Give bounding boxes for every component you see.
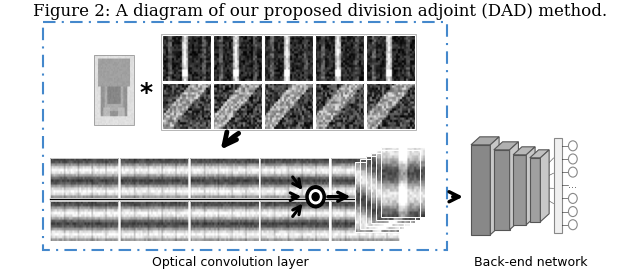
Text: Optical convolution layer: Optical convolution layer xyxy=(152,256,308,269)
Bar xyxy=(161,34,416,130)
Bar xyxy=(330,158,399,198)
Polygon shape xyxy=(513,147,535,155)
Bar xyxy=(120,201,188,241)
Polygon shape xyxy=(490,137,499,235)
Bar xyxy=(530,158,540,222)
Circle shape xyxy=(568,220,577,230)
Polygon shape xyxy=(509,142,518,230)
Text: ...: ... xyxy=(568,180,577,190)
Bar xyxy=(190,158,259,198)
Bar xyxy=(49,158,118,198)
Bar xyxy=(162,35,211,81)
Circle shape xyxy=(310,190,322,204)
Bar xyxy=(365,156,410,226)
Bar xyxy=(315,35,364,81)
Bar xyxy=(330,201,399,241)
Circle shape xyxy=(312,193,319,201)
Bar xyxy=(471,145,490,235)
Text: Figure 2: A diagram of our proposed division adjoint (DAD) method.: Figure 2: A diagram of our proposed divi… xyxy=(33,4,607,21)
Bar xyxy=(376,150,420,220)
Bar xyxy=(264,35,313,81)
Bar xyxy=(213,35,262,81)
Circle shape xyxy=(568,193,577,204)
Polygon shape xyxy=(471,137,499,145)
Bar xyxy=(94,55,134,125)
Bar xyxy=(381,147,426,217)
Polygon shape xyxy=(526,147,535,225)
Text: Back-end network: Back-end network xyxy=(474,256,588,269)
Bar xyxy=(365,83,415,129)
Polygon shape xyxy=(540,150,549,222)
Text: *: * xyxy=(140,81,153,105)
Polygon shape xyxy=(530,150,549,158)
Circle shape xyxy=(568,167,577,177)
Bar xyxy=(260,201,329,241)
Bar xyxy=(355,162,399,232)
Circle shape xyxy=(568,207,577,217)
Bar xyxy=(260,158,329,198)
Bar xyxy=(365,35,415,81)
Bar xyxy=(264,83,313,129)
Bar xyxy=(360,159,404,229)
Bar xyxy=(513,155,526,225)
Circle shape xyxy=(306,186,325,208)
Bar xyxy=(554,138,563,233)
Polygon shape xyxy=(494,142,518,150)
Bar xyxy=(190,201,259,241)
Bar xyxy=(162,83,211,129)
Bar xyxy=(494,150,509,230)
Bar xyxy=(213,83,262,129)
Bar xyxy=(315,83,364,129)
Bar xyxy=(371,153,415,223)
Bar xyxy=(49,201,118,241)
Bar xyxy=(120,158,188,198)
Circle shape xyxy=(568,154,577,164)
Circle shape xyxy=(568,141,577,151)
